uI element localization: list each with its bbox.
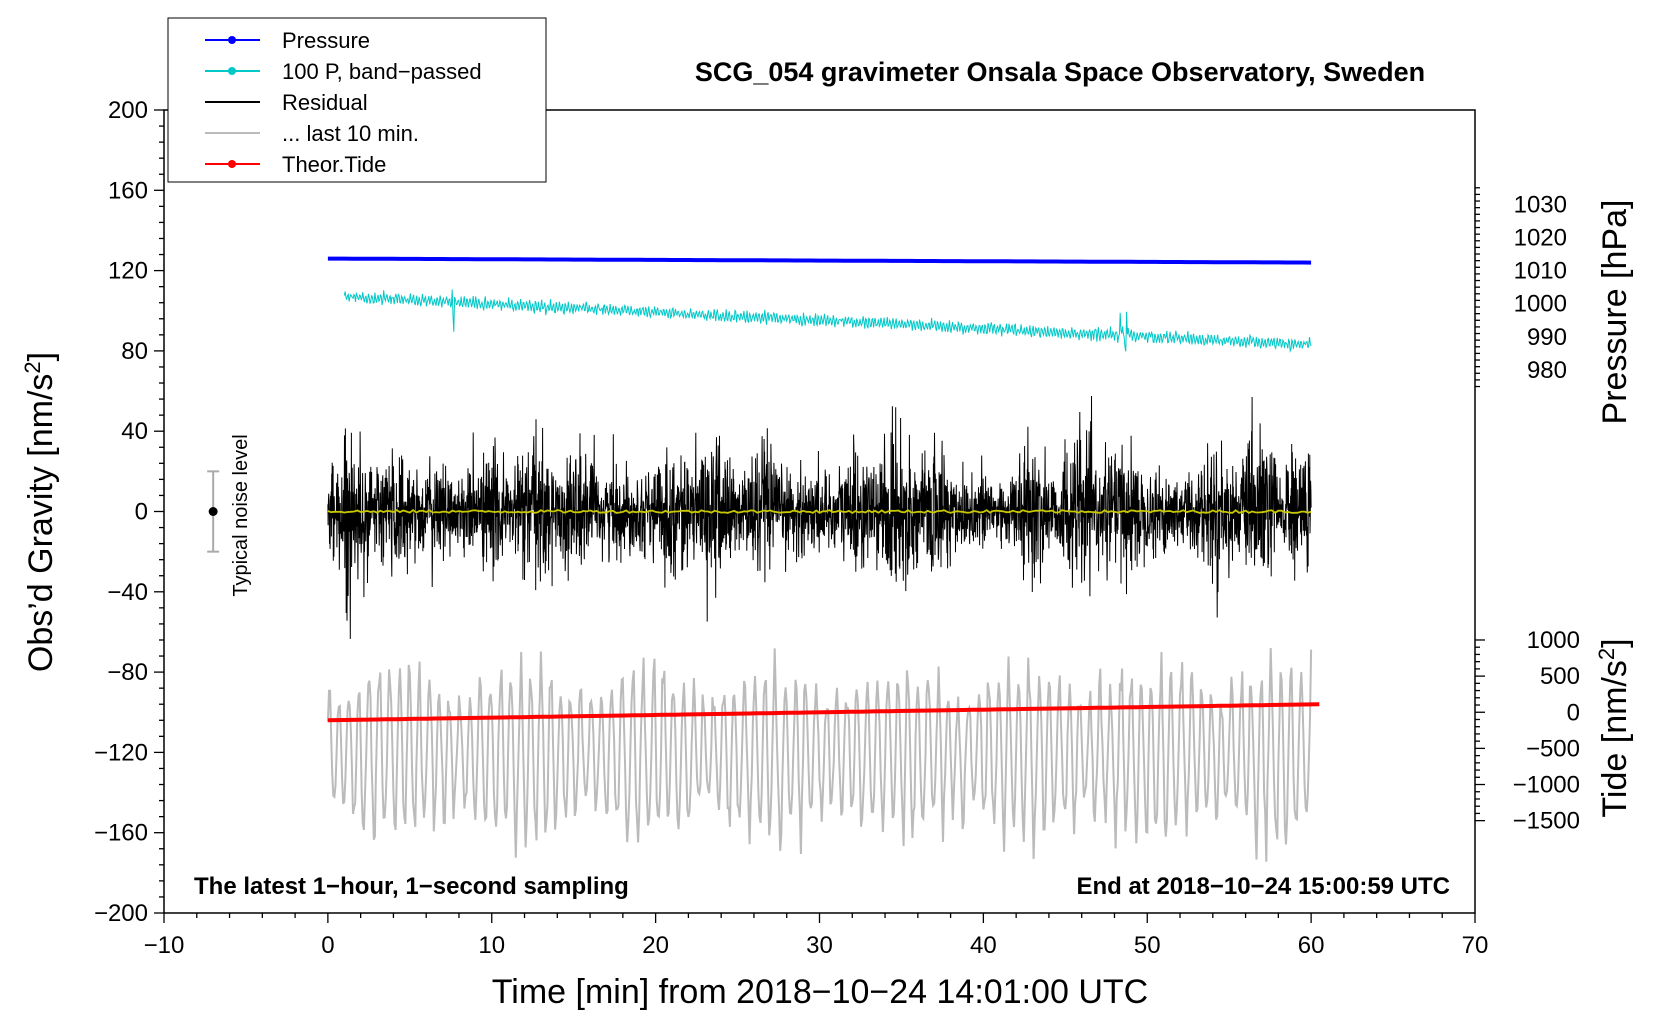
y-axis-left-title-sup: 2	[20, 361, 45, 373]
note-end-time: End at 2018−10−24 15:00:59 UTC	[1076, 873, 1450, 900]
pressure-tick-label: 990	[1527, 324, 1567, 351]
x-tick-label: 10	[478, 932, 505, 959]
legend-marker	[228, 160, 236, 168]
tide-tick-label: 500	[1540, 663, 1580, 690]
legend-label: Residual	[282, 90, 368, 115]
y-left-tick-label: −120	[94, 739, 148, 766]
y-left-tick-label: −160	[94, 820, 148, 847]
series-residual	[327, 395, 1312, 639]
y-left-tick-label: 200	[108, 97, 148, 124]
y-axis-tide-title-close: ]	[1596, 638, 1634, 647]
legend-label: ... last 10 min.	[282, 121, 419, 146]
y-left-tick-label: −40	[107, 579, 148, 606]
y-left-tick-label: 160	[108, 177, 148, 204]
legend: Pressure 100 P, band−passed Residual ... la…	[167, 17, 547, 183]
tide-tick-label: 1000	[1527, 627, 1580, 654]
y-left-tick-label: −200	[94, 900, 148, 927]
legend-marker	[228, 36, 236, 44]
noise-bar-center-dot	[208, 507, 218, 516]
x-tick-label: 50	[1134, 932, 1161, 959]
legend-label: Theor.Tide	[282, 152, 386, 177]
y-axis-left-title-main: Obs’d Gravity [nm/s	[22, 374, 60, 673]
chart-title: SCG_054 gravimeter Onsala Space Observat…	[695, 57, 1425, 87]
noise-level-bar: Typical noise level	[207, 434, 252, 597]
x-axis-title: Time [min] from 2018−10−24 14:01:00 UTC	[492, 973, 1148, 1011]
y-axis-pressure-title: Pressure [hPa]	[1596, 200, 1634, 425]
y-axis-left-title-close: ]	[22, 352, 60, 361]
series-residual-smoothed	[327, 508, 1312, 514]
pressure-tick-label: 980	[1527, 357, 1567, 384]
note-sampling: The latest 1−hour, 1−second sampling	[194, 873, 629, 900]
axis-tick-labels: −10 0 10 20 30 40 50 60 7020016012080400−40−80−1…	[94, 97, 1580, 959]
x-tick-label: −10	[144, 932, 185, 959]
series-last-10-min	[326, 647, 1313, 862]
pressure-tick-label: 1010	[1514, 258, 1567, 285]
legend-box	[167, 17, 547, 183]
x-tick-label: 40	[970, 932, 997, 959]
legend-label: Pressure	[282, 28, 370, 53]
x-tick-label: 30	[806, 932, 833, 959]
noise-level-label: Typical noise level	[230, 434, 252, 596]
y-axis-left-title: Obs’d Gravity [nm/s2]	[20, 352, 60, 672]
y-left-tick-label: 0	[135, 499, 148, 526]
legend-label: 100 P, band−passed	[282, 59, 482, 84]
tide-tick-label: −1000	[1513, 772, 1580, 799]
y-axis-tide-title: Tide [nm/s2]	[1594, 638, 1634, 817]
pressure-tick-label: 1000	[1514, 291, 1567, 318]
legend-marker	[228, 67, 236, 75]
axis-ticks	[154, 109, 1485, 923]
pressure-tick-label: 1030	[1514, 191, 1567, 218]
tide-tick-label: −500	[1526, 735, 1580, 762]
series-pressure	[327, 256, 1312, 265]
x-tick-label: 60	[1298, 932, 1325, 959]
y-left-tick-label: 40	[121, 418, 148, 445]
y-left-tick-label: −80	[107, 659, 148, 686]
tide-tick-label: −1500	[1513, 808, 1580, 835]
y-axis-tide-title-main: Tide [nm/s	[1596, 660, 1634, 817]
x-tick-label: 0	[321, 932, 334, 959]
tide-tick-label: 0	[1567, 699, 1580, 726]
y-left-tick-label: 80	[121, 338, 148, 365]
y-left-tick-label: 120	[108, 258, 148, 285]
x-tick-label: 20	[642, 932, 669, 959]
pressure-tick-label: 1020	[1514, 224, 1567, 251]
y-axis-tide-title-sup: 2	[1594, 648, 1619, 660]
series-pressure-band-passed	[343, 289, 1312, 354]
series-theor-tide	[327, 702, 1320, 723]
series-group	[326, 256, 1320, 862]
x-tick-label: 70	[1462, 932, 1489, 959]
